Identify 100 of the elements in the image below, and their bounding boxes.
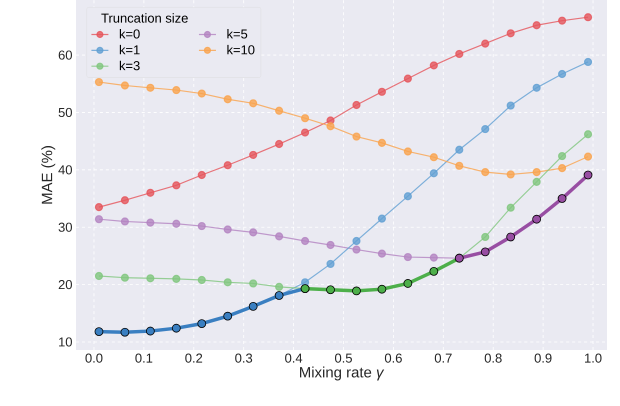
point	[584, 58, 592, 66]
y-tick-label: 10	[59, 337, 72, 347]
point	[326, 240, 335, 250]
point	[146, 218, 154, 227]
x-tick-label: 0.9	[534, 354, 552, 363]
point	[224, 278, 232, 286]
x-tick-label: 0.7	[434, 354, 452, 363]
point	[300, 236, 310, 246]
point	[326, 260, 335, 268]
point	[404, 147, 412, 156]
legend-label: k=3	[120, 60, 140, 70]
point	[352, 236, 361, 246]
point	[352, 132, 361, 141]
point	[300, 114, 310, 122]
point	[558, 70, 566, 78]
x-tick-label: 0.0	[85, 354, 102, 363]
legend-title: Truncation size	[101, 13, 188, 23]
x-tick-label: 0.2	[185, 354, 202, 363]
point	[198, 170, 206, 180]
point	[532, 84, 541, 92]
y-axis-title: MAE (%)	[41, 146, 56, 204]
point	[532, 178, 541, 186]
point	[481, 125, 490, 134]
y-tick-label: 20	[58, 280, 72, 290]
legend-label: k=10	[227, 44, 254, 54]
y-tick-label: 60	[58, 50, 72, 60]
x-axis-title: Mixing rate γ	[300, 366, 384, 380]
point	[404, 74, 412, 83]
point	[506, 170, 515, 179]
point	[172, 220, 180, 228]
point	[532, 168, 541, 176]
point	[506, 204, 515, 212]
x-tick-label: 0.8	[484, 354, 502, 363]
point	[275, 232, 284, 240]
point	[430, 254, 438, 262]
point	[352, 246, 361, 254]
point	[430, 61, 438, 70]
point	[378, 88, 386, 96]
point	[120, 217, 129, 226]
point	[249, 279, 258, 288]
point	[120, 196, 129, 204]
point	[300, 128, 310, 137]
point	[224, 161, 232, 170]
point	[94, 203, 104, 212]
point	[455, 146, 464, 154]
x-tick-label: 0.3	[235, 354, 252, 363]
x-tick-label: 0.6	[384, 354, 402, 363]
point	[481, 40, 490, 48]
point	[481, 232, 490, 242]
point	[172, 274, 180, 283]
point	[378, 138, 386, 147]
point	[120, 81, 129, 90]
point	[378, 214, 386, 223]
point	[198, 276, 206, 284]
point	[275, 140, 284, 148]
legend-label: k=1	[120, 44, 140, 54]
point	[558, 152, 566, 160]
point	[94, 272, 104, 280]
point	[378, 250, 386, 258]
legend-label: k=0	[120, 29, 140, 39]
point	[506, 101, 515, 110]
point	[532, 21, 541, 30]
y-tick-label: 50	[58, 108, 72, 118]
legend-label: k=5	[227, 29, 248, 39]
x-tick-label: 0.4	[285, 354, 302, 363]
point	[352, 100, 361, 110]
point	[146, 188, 154, 197]
point	[275, 282, 284, 291]
point	[249, 150, 258, 160]
y-tick-label: 30	[58, 222, 72, 232]
point	[404, 192, 412, 200]
point	[481, 168, 490, 176]
point	[198, 222, 206, 230]
point	[224, 95, 232, 104]
point	[120, 274, 129, 282]
point	[224, 225, 232, 234]
point	[94, 78, 104, 86]
point	[404, 252, 412, 262]
point	[558, 164, 566, 172]
x-tick-label: 0.1	[135, 354, 152, 363]
point	[146, 84, 154, 92]
point	[455, 50, 464, 58]
point	[584, 130, 592, 138]
point	[146, 274, 154, 282]
point	[172, 86, 180, 94]
point	[584, 152, 592, 161]
point	[455, 162, 464, 170]
point	[172, 181, 180, 190]
point	[506, 29, 515, 38]
x-tick-label: 1.0	[585, 354, 602, 363]
point	[326, 122, 335, 130]
point	[275, 106, 284, 115]
point	[558, 16, 566, 25]
point	[249, 99, 258, 108]
point	[249, 228, 258, 236]
point	[430, 169, 438, 178]
y-tick-label: 40	[58, 165, 72, 174]
x-tick-label: 0.5	[335, 354, 352, 363]
point	[584, 13, 592, 22]
point	[198, 89, 206, 98]
